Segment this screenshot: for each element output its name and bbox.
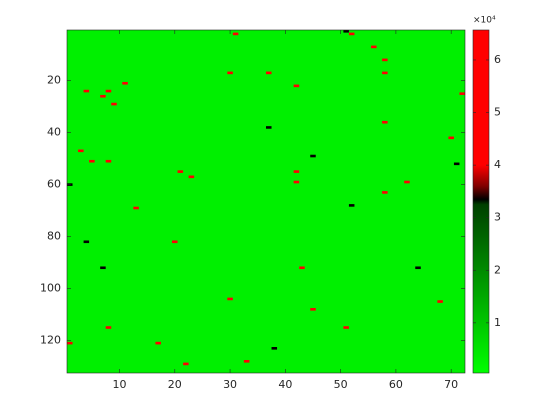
colorbar [473,30,489,373]
heatmap-cell [183,362,189,366]
heatmap-cell [227,71,233,75]
x-tick-label: 30 [223,378,237,391]
x-tick-label: 10 [113,378,127,391]
x-tick-label: 40 [278,378,292,391]
heatmap-cell [266,71,272,75]
heatmap-cell [243,360,250,363]
colorbar-tick-label: 3 [494,211,501,224]
heatmap-cell [100,266,106,270]
heatmap-cell [293,180,300,184]
y-tick-label: 40 [47,126,61,139]
heatmap-cell [299,266,305,270]
colorbar-tick-label: 1 [494,316,501,329]
heatmap-cell [310,154,316,158]
heatmap-cell [343,30,349,33]
heatmap-cell [100,94,106,98]
colorbar-tick-label: 5 [494,106,501,119]
heatmap-cell [382,191,388,194]
heatmap-cell [105,326,112,329]
colorbar-tick-label: 4 [494,158,501,171]
heatmap-cell [111,102,117,106]
heatmap-cell [348,204,355,207]
heatmap-cell [343,326,349,329]
heatmap-cell [89,159,95,163]
y-tick-label: 60 [47,178,61,191]
heatmap-cell [404,180,410,184]
x-tick-label: 70 [444,378,458,391]
heatmap-cell [155,341,161,345]
plot-frame [66,29,466,374]
heatmap-cell [188,175,195,179]
heatmap-cell [415,266,421,270]
heatmap-cell [382,58,388,62]
heatmap-cell [348,32,355,36]
heatmap-cell [293,84,300,88]
y-tick-label: 80 [47,230,61,243]
heatmap-cell [382,120,388,124]
y-tick-label: 120 [40,334,61,347]
x-tick-label: 50 [334,378,348,391]
x-tick-label: 60 [389,378,403,391]
heatmap-cell [437,300,443,303]
heatmap-cell [232,32,239,36]
heatmap-cell [177,170,184,173]
heatmap-cell [122,81,128,85]
heatmap-cell [271,347,278,350]
colorbar-tick-label: 6 [494,53,501,66]
heatmap-cell [459,92,465,95]
heatmap-cell [83,89,90,93]
heatmap-cell [293,170,300,173]
heatmap-cell [227,297,233,301]
heatmap-cell [67,341,73,345]
y-tick-label: 100 [40,282,61,295]
heatmap-cell [105,89,112,93]
colorbar-frame [472,29,490,374]
heatmap-cell [133,206,139,210]
y-tick-label: 20 [47,74,61,87]
heatmap-cell [371,45,377,49]
heatmap-cell [453,162,460,166]
colorbar-exponent: ×10⁴ [473,16,496,26]
heatmap-cell [310,308,316,311]
heatmap-cell [78,149,84,153]
heatmap-cell [266,126,272,129]
heatmap-cell [172,240,178,244]
heatmap-background [67,30,465,373]
heatmap-cell [83,240,90,244]
colorbar-tick-label: 2 [494,263,501,276]
heatmap-cell [448,136,454,140]
heatmap-cell [105,159,112,163]
x-tick-label: 20 [168,378,182,391]
heatmap-cell [382,71,388,75]
